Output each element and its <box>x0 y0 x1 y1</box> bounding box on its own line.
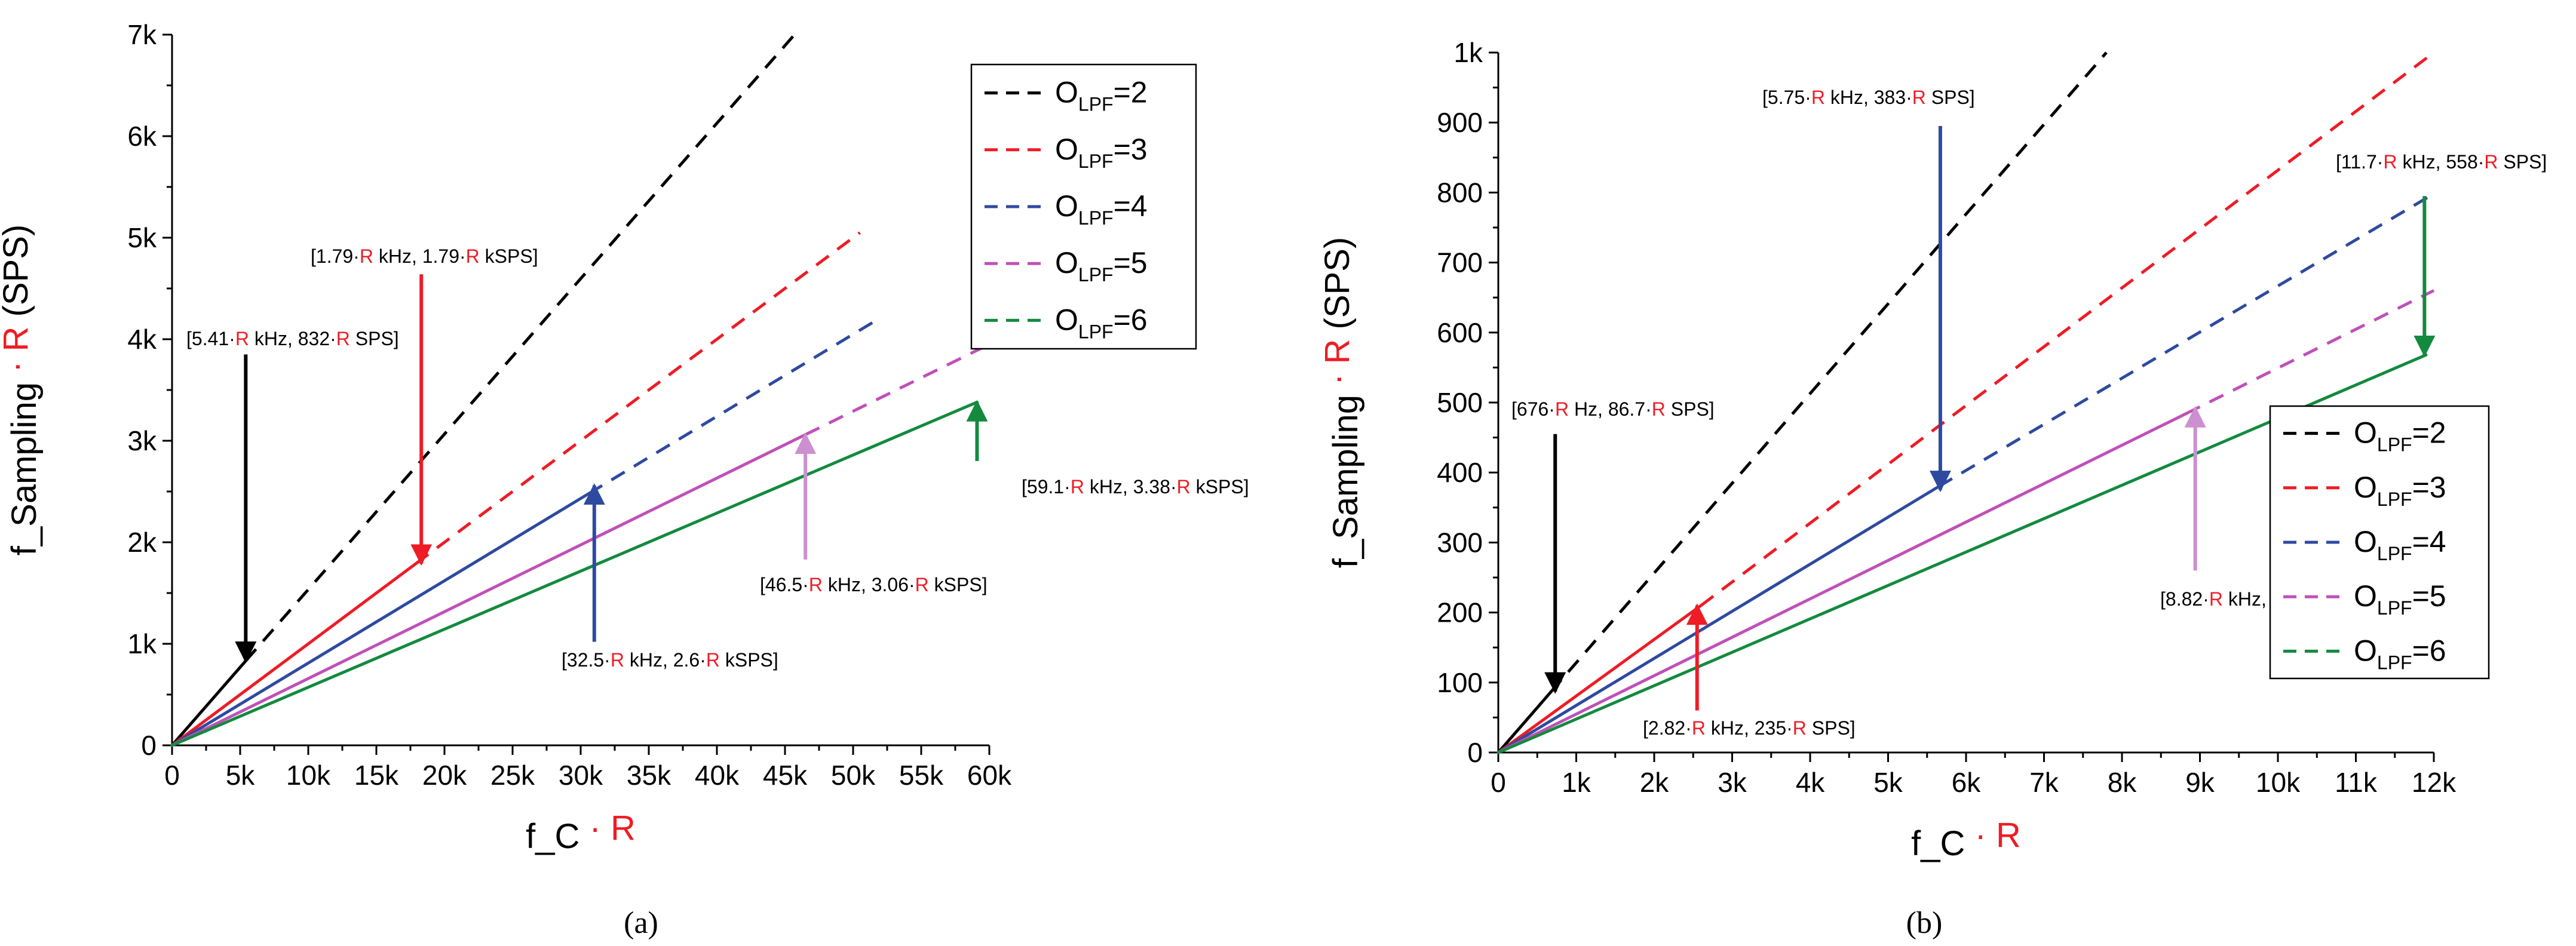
y-axis-title: f_Sampling · R (SPS) <box>0 225 44 555</box>
x-tick-label: 5k <box>226 760 256 791</box>
series-line-dashed <box>805 343 990 437</box>
y-axis-title: f_Sampling · R (SPS) <box>1318 237 1365 568</box>
x-tick-label: 55k <box>899 760 944 791</box>
x-tick-label: 6k <box>1952 767 1982 798</box>
series-line-dashed <box>1700 51 2435 607</box>
series-line-solid <box>1496 485 1940 754</box>
x-tick-label: 45k <box>763 760 808 791</box>
x-tick-label: 5k <box>1873 767 1903 798</box>
x-tick-label: 50k <box>831 760 876 791</box>
x-tick-label: 9k <box>2185 767 2215 798</box>
x-tick-label: 40k <box>695 760 740 791</box>
x-tick-label: 10k <box>286 760 331 791</box>
x-tick-label: 7k <box>2029 767 2059 798</box>
panel-label-b: (b) <box>1906 906 1943 940</box>
legend-label: OLPF=2 <box>1055 76 1148 115</box>
x-tick-label: 11k <box>2335 767 2378 798</box>
legend: OLPF=2 OLPF=3 OLPF=4 OLPF=5 OLPF=6 <box>2269 405 2490 680</box>
annotation-label: [5.75·R kHz, 383·R SPS] <box>1762 87 1975 108</box>
y-tick-label: 400 <box>1437 457 1483 488</box>
y-tick-label: 900 <box>1437 107 1483 138</box>
series-line-solid <box>1496 412 2188 754</box>
x-tick-label: 2k <box>1640 767 1670 798</box>
legend-label: OLPF=6 <box>1055 303 1148 342</box>
legend-label: OLPF=5 <box>2354 579 2446 619</box>
annotation-label: [11.7·R kHz, 558·R SPS] <box>2336 151 2547 173</box>
series-line-solid <box>170 492 591 747</box>
annotation-label: [676·R Hz, 86.7·R SPS] <box>1511 398 1715 420</box>
legend-label: OLPF=6 <box>2354 634 2446 673</box>
chart-panel-b: 0 1k 2k 3k 4k 5k 6k 7k 8k 9k 10k 11k 12k 0 100 200 300 40… <box>1318 37 2547 863</box>
series-line-dashed <box>1550 51 2108 693</box>
annotation-label: [5.41·R kHz, 832·R SPS] <box>186 328 399 349</box>
legend-label: OLPF=4 <box>1055 189 1148 229</box>
y-tick-label: 300 <box>1437 527 1483 558</box>
series-line-solid <box>170 400 979 747</box>
x-tick-label: 8k <box>2108 767 2138 798</box>
chart-panel-a: 0 5k 10k 15k 20k 25k 30k 35k 40k 45k 50k 55k 60k 0 1k 2… <box>0 19 1249 856</box>
x-tick-label: 3k <box>1718 767 1747 798</box>
x-tick-label: 0 <box>164 760 180 791</box>
y-tick-label: 0 <box>141 730 157 761</box>
x-axis-title: f_C · R <box>1911 816 2021 863</box>
legend-label: OLPF=3 <box>1055 133 1148 172</box>
series-line-dashed <box>588 320 875 495</box>
y-tick-label: 200 <box>1437 597 1483 628</box>
series-line-dashed <box>1938 195 2431 488</box>
series-line-solid <box>170 659 247 747</box>
annotation-label: [32.5·R kHz, 2.6·R kSPS] <box>562 649 778 671</box>
y-tick-label: 4k <box>127 324 157 355</box>
x-tick-label: 15k <box>354 760 399 791</box>
x-tick-label: 1k <box>1562 767 1591 798</box>
annotation-label: [2.82·R kHz, 235·R SPS] <box>1643 717 1856 739</box>
x-tick-label: 12k <box>2412 767 2457 798</box>
x-tick-label: 20k <box>422 760 467 791</box>
legend-label: OLPF=5 <box>1055 246 1148 285</box>
legend-label: OLPF=4 <box>2354 525 2446 564</box>
x-axis-title: f_C · R <box>526 809 636 856</box>
y-tick-label: 0 <box>1467 737 1483 768</box>
x-tick-label: 10k <box>2256 767 2301 798</box>
x-tick-label: 4k <box>1796 767 1826 798</box>
y-tick-label: 600 <box>1437 317 1483 348</box>
y-tick-label: 3k <box>127 425 157 456</box>
x-tick-label: 60k <box>967 760 1012 791</box>
y-tick-label: 800 <box>1437 177 1483 208</box>
annotation-label: [59.1·R kHz, 3.38·R kSPS] <box>1022 476 1249 497</box>
panel-label-a: (a) <box>624 906 658 940</box>
x-tick-label: 35k <box>627 760 671 791</box>
legend-label: OLPF=3 <box>2354 471 2446 510</box>
annotation-label: [1.79·R kHz, 1.79·R kSPS] <box>311 245 538 267</box>
y-tick-label: 5k <box>127 222 157 253</box>
legend-label: OLPF=2 <box>2354 416 2446 456</box>
annotation-label: [46.5·R kHz, 3.06·R kSPS] <box>760 574 988 595</box>
y-tick-label: 100 <box>1437 667 1483 698</box>
y-tick-label: 1k <box>1453 37 1483 68</box>
legend: OLPF=2 OLPF=3 OLPF=4 OLPF=5 OLPF=6 <box>970 63 1197 350</box>
x-tick-label: 30k <box>559 760 603 791</box>
series-line-solid <box>1496 604 1703 754</box>
y-tick-label: 500 <box>1437 387 1483 418</box>
legend-box <box>2269 405 2490 680</box>
x-tick-label: 0 <box>1491 767 1506 798</box>
y-tick-label: 2k <box>127 527 157 558</box>
series-line-dashed <box>244 33 796 662</box>
series-line-dashed <box>2185 289 2435 415</box>
y-tick-label: 1k <box>127 628 157 659</box>
y-tick-label: 6k <box>127 121 157 152</box>
series-line-solid <box>1496 690 1553 754</box>
series-line-dashed <box>415 231 861 565</box>
x-tick-label: 25k <box>490 760 535 791</box>
series-line-solid <box>170 562 418 747</box>
y-tick-label: 700 <box>1437 247 1483 278</box>
y-tick-label: 7k <box>127 19 157 50</box>
series-line-solid <box>170 433 807 747</box>
